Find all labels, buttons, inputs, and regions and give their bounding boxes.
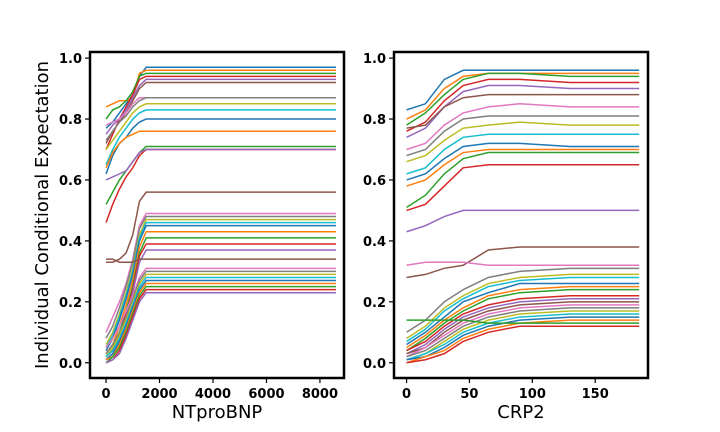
- ntprobnp-ice-line-29: [105, 276, 336, 358]
- ntprobnp-y-tick-label: 0.6: [59, 174, 82, 189]
- crp2-ice-line-13: [406, 163, 640, 212]
- crp2-y-tick-label: 0.4: [363, 235, 386, 250]
- ntprobnp-ice-line-17: [105, 215, 336, 339]
- ntprobnp-ice-line-28: [105, 273, 336, 358]
- crp2-ice-line-7: [406, 115, 640, 157]
- crp2-x-ticks: 0 50 100 150: [402, 378, 609, 402]
- crp2-ice-line-9: [406, 133, 640, 175]
- ntprobnp-ice-plot: 0 2000 4000 6000 8000 0.0 0.2 0.4 0.6 0.8 1.0 NTp…: [32, 50, 346, 423]
- crp2-ice-line-1: [406, 72, 640, 120]
- ntprobnp-ice-line-21: [105, 231, 336, 355]
- crp2-ice-plot: 0 50 100 150 0.0 0.2 0.4 0.6 0.8 1.0 CRP2: [363, 50, 650, 423]
- ntprobnp-x-tick-label: 6000: [248, 387, 284, 402]
- ntprobnp-ice-line-14: [105, 148, 336, 181]
- ntprobnp-ice-line-30: [105, 279, 336, 361]
- crp2-ice-line-17: [406, 267, 640, 333]
- ntprobnp-x-tick-label: 2000: [141, 387, 177, 402]
- ntprobnp-ice-line-13: [105, 148, 336, 223]
- crp2-axes-frame: [392, 50, 650, 380]
- crp2-x-tick-label: 50: [460, 387, 478, 402]
- ntprobnp-x-tick-label: 8000: [302, 387, 338, 402]
- crp2-ice-line-21: [406, 285, 640, 349]
- ntprobnp-ice-line-24: [105, 249, 336, 361]
- ntprobnp-y-tick-label: 0.2: [59, 296, 82, 311]
- ntprobnp-ice-line-34: [105, 291, 336, 364]
- ntprobnp-ice-line-11: [105, 130, 336, 169]
- crp2-y-tick-label: 0.8: [363, 113, 386, 128]
- ntprobnp-ice-line-9: [105, 109, 336, 166]
- ntprobnp-ice-line-10: [105, 118, 336, 175]
- crp2-ice-line-16: [406, 261, 640, 267]
- ntprobnp-x-ticks: 0 2000 4000 6000 8000: [102, 378, 338, 402]
- crp2-ice-line-3: [406, 78, 640, 132]
- ntprobnp-x-tick-label: 4000: [195, 387, 231, 402]
- ntprobnp-y-ticks: 0.0 0.2 0.4 0.6 0.8 1.0: [59, 52, 90, 372]
- crp2-ice-line-20: [406, 282, 640, 346]
- ntprobnp-ice-line-20: [105, 224, 336, 351]
- crp2-y-tick-label: 0.6: [363, 174, 386, 189]
- ntprobnp-y-tick-label: 0.8: [59, 113, 82, 128]
- crp2-x-tick-label: 150: [582, 387, 609, 402]
- crp2-x-tick-label: 0: [402, 387, 411, 402]
- ntprobnp-ice-lines: [105, 66, 336, 364]
- ntprobnp-ice-line-7: [105, 96, 336, 141]
- ntprobnp-ice-line-25: [106, 258, 336, 263]
- crp2-ice-line-6: [406, 103, 640, 151]
- ntprobnp-ice-line-32: [105, 285, 336, 364]
- ntprobnp-y-tick-label: 1.0: [59, 52, 82, 67]
- ntprobnp-ice-line-2: [105, 72, 336, 120]
- crp2-ice-line-32: [406, 319, 640, 324]
- ntprobnp-y-tick-label: 0.4: [59, 235, 82, 250]
- crp2-ice-line-29: [406, 313, 640, 361]
- crp2-ice-line-4: [406, 84, 640, 138]
- crp2-ice-line-19: [406, 276, 640, 343]
- crp2-y-tick-label: 0.2: [363, 296, 386, 311]
- ntprobnp-ice-line-4: [105, 78, 336, 135]
- crp2-x-tick-label: 100: [519, 387, 546, 402]
- ntprobnp-axes-frame: [88, 50, 346, 380]
- crp2-y-tick-label: 1.0: [363, 52, 386, 67]
- crp2-ice-line-14: [406, 209, 640, 233]
- ntprobnp-y-tick-label: 0.0: [59, 357, 82, 372]
- ntprobnp-x-axis-label: NTproBNP: [172, 402, 263, 423]
- crp2-ice-line-15: [406, 246, 640, 279]
- crp2-ice-line-0: [406, 69, 640, 111]
- ntprobnp-ice-line-33: [105, 288, 336, 364]
- crp2-ice-line-2: [406, 72, 640, 126]
- crp2-ice-line-11: [406, 148, 640, 187]
- crp2-ice-line-8: [406, 121, 640, 163]
- crp2-y-tick-label: 0.0: [363, 357, 386, 372]
- crp2-ice-line-24: [406, 298, 640, 355]
- crp2-ice-line-33: [406, 325, 640, 364]
- crp2-ice-line-31: [406, 319, 640, 364]
- ntprobnp-ice-line-8: [105, 103, 336, 150]
- ntprobnp-ice-line-31: [105, 282, 336, 361]
- ntprobnp-ice-line-27: [105, 270, 336, 355]
- y-axis-label: Individual Conditional Expectation: [32, 61, 53, 369]
- crp2-ice-line-23: [406, 294, 640, 352]
- crp2-ice-line-12: [406, 151, 640, 209]
- ntprobnp-ice-line-26: [105, 267, 336, 348]
- crp2-ice-line-10: [406, 142, 640, 181]
- crp2-x-axis-label: CRP2: [497, 402, 544, 423]
- ntprobnp-x-tick-label: 0: [102, 387, 111, 402]
- crp2-ice-line-5: [406, 93, 640, 129]
- crp2-ice-line-18: [406, 273, 640, 340]
- crp2-ice-line-22: [406, 288, 640, 352]
- crp2-ice-line-26: [406, 304, 640, 358]
- crp2-ice-lines: [406, 69, 640, 364]
- crp2-y-ticks: 0.0 0.2 0.4 0.6 0.8 1.0: [363, 52, 394, 372]
